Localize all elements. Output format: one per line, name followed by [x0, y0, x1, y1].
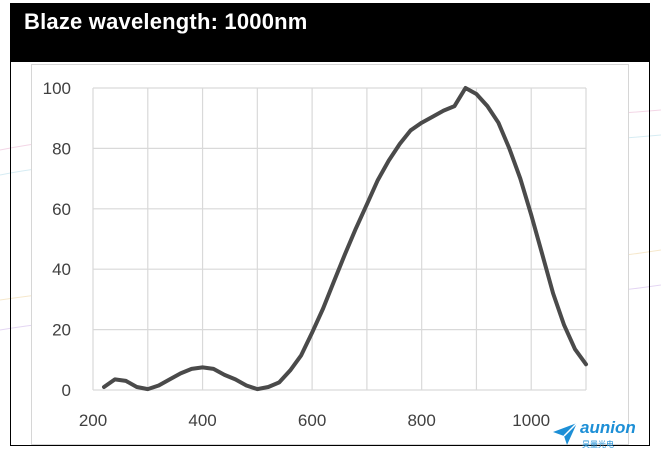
data-point	[474, 92, 478, 96]
y-tick-label: 40	[52, 260, 71, 279]
y-tick-label: 0	[62, 381, 71, 400]
data-point	[540, 252, 544, 256]
data-point	[551, 291, 555, 295]
data-point	[233, 377, 237, 381]
data-point	[463, 86, 467, 90]
data-point	[343, 252, 347, 256]
x-tick-label: 400	[188, 411, 216, 430]
data-point	[299, 353, 303, 357]
data-point	[354, 226, 358, 230]
y-tick-label: 20	[52, 321, 71, 340]
data-point	[431, 115, 435, 119]
x-tick-label: 1000	[512, 411, 550, 430]
data-point	[321, 306, 325, 310]
data-point	[420, 121, 424, 125]
x-axis-tick-labels: 200 400 600 800 1000	[79, 411, 550, 430]
data-points	[102, 86, 588, 391]
plot-background	[93, 88, 586, 390]
figure-frame	[10, 3, 650, 446]
data-point	[310, 331, 314, 335]
data-point	[288, 368, 292, 372]
x-tick-label: 600	[298, 411, 326, 430]
data-point	[453, 104, 457, 108]
data-point	[179, 371, 183, 375]
y-tick-label: 80	[52, 139, 71, 158]
y-tick-label: 100	[43, 79, 71, 98]
data-point	[168, 377, 172, 381]
data-point	[398, 142, 402, 146]
data-point	[365, 202, 369, 206]
data-point	[496, 121, 500, 125]
data-point	[409, 128, 413, 132]
data-point	[135, 385, 139, 389]
gridlines	[92, 87, 587, 391]
data-point	[124, 379, 128, 383]
y-tick-label: 60	[52, 200, 71, 219]
watermark-logo: aunion 昊量光电	[552, 418, 656, 452]
title-bar	[11, 4, 649, 62]
data-point	[507, 146, 511, 150]
data-point	[332, 279, 336, 283]
data-point	[518, 177, 522, 181]
y-axis-tick-labels: 0 20 40 60 80 100	[43, 79, 71, 400]
data-point	[201, 365, 205, 369]
data-point	[102, 385, 106, 389]
data-point	[113, 377, 117, 381]
data-point	[562, 323, 566, 327]
data-point	[266, 385, 270, 389]
data-point	[212, 367, 216, 371]
data-point	[190, 367, 194, 371]
data-point	[573, 347, 577, 351]
watermark-brand: aunion	[580, 418, 636, 437]
data-point	[584, 362, 588, 366]
data-point	[387, 158, 391, 162]
watermark-brand-cn: 昊量光电	[582, 440, 614, 449]
data-point	[222, 373, 226, 377]
data-point	[442, 109, 446, 113]
data-point	[485, 104, 489, 108]
data-point	[244, 383, 248, 387]
data-point	[277, 380, 281, 384]
data-point	[157, 383, 161, 387]
data-point	[146, 387, 150, 391]
x-tick-label: 200	[79, 411, 107, 430]
paper-plane-icon	[553, 422, 578, 445]
data-point	[255, 387, 259, 391]
data-point	[529, 213, 533, 217]
data-point	[376, 178, 380, 182]
chart-title: Blaze wavelength: 1000nm	[24, 9, 308, 34]
x-tick-label: 800	[407, 411, 435, 430]
